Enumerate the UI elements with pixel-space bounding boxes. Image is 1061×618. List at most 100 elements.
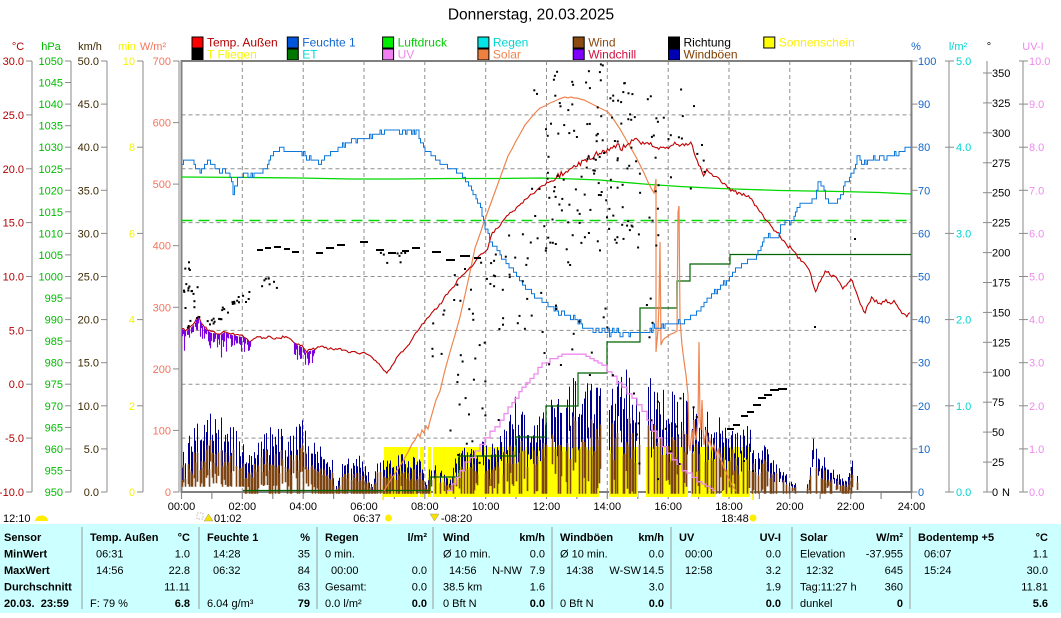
svg-text:3.0: 3.0 xyxy=(649,582,664,594)
svg-text:35: 35 xyxy=(298,549,310,561)
svg-text:00:00: 00:00 xyxy=(331,565,359,577)
svg-text:60: 60 xyxy=(918,228,930,240)
svg-text:25: 25 xyxy=(992,457,1004,469)
svg-text:1.1: 1.1 xyxy=(1033,549,1048,561)
svg-text:0.0: 0.0 xyxy=(649,549,664,561)
svg-text:Solar: Solar xyxy=(493,48,521,62)
svg-text:UV-I: UV-I xyxy=(760,532,781,544)
svg-text:Gesamt:: Gesamt: xyxy=(325,582,367,594)
svg-text:10.0: 10.0 xyxy=(78,401,99,413)
svg-text:0.0: 0.0 xyxy=(1029,487,1044,499)
svg-text:06:31: 06:31 xyxy=(96,549,124,561)
svg-text:1.9: 1.9 xyxy=(766,582,781,594)
svg-text:30.0: 30.0 xyxy=(3,56,24,68)
svg-text:MinWert: MinWert xyxy=(4,549,48,561)
svg-text:0: 0 xyxy=(165,487,171,499)
svg-text:38.5 km: 38.5 km xyxy=(443,582,482,594)
svg-text:50.0: 50.0 xyxy=(78,56,99,68)
svg-text:45.0: 45.0 xyxy=(78,99,99,111)
svg-text:1.6: 1.6 xyxy=(530,582,545,594)
svg-text:0.0: 0.0 xyxy=(649,598,664,610)
svg-text:5.6: 5.6 xyxy=(1033,598,1048,610)
svg-text:km/h: km/h xyxy=(519,532,545,544)
svg-text:950: 950 xyxy=(45,487,63,499)
svg-text:15.0: 15.0 xyxy=(3,218,24,230)
svg-text:8.0: 8.0 xyxy=(1029,142,1044,154)
svg-text:0: 0 xyxy=(992,487,998,499)
svg-text:1005: 1005 xyxy=(39,250,63,262)
svg-text:N: N xyxy=(1002,487,1010,499)
svg-text:995: 995 xyxy=(45,293,63,305)
svg-text:0 Bft N: 0 Bft N xyxy=(560,598,594,610)
svg-text:Richtung: Richtung xyxy=(684,36,731,50)
svg-text:975: 975 xyxy=(45,379,63,391)
svg-text:0 min.: 0 min. xyxy=(325,549,355,561)
svg-text:20.0: 20.0 xyxy=(3,164,24,176)
svg-text:360: 360 xyxy=(885,582,903,594)
svg-text:°: ° xyxy=(987,41,991,53)
svg-text:12:10: 12:10 xyxy=(3,513,31,525)
svg-text:6.8: 6.8 xyxy=(175,598,190,610)
svg-text:1035: 1035 xyxy=(39,121,63,133)
svg-text:-08:20: -08:20 xyxy=(441,513,472,525)
svg-text:T Fliegen: T Fliegen xyxy=(207,48,257,62)
svg-text:W/m²: W/m² xyxy=(876,532,903,544)
svg-text:20:00: 20:00 xyxy=(776,501,804,513)
svg-text:0.0: 0.0 xyxy=(9,379,24,391)
svg-text:hPa: hPa xyxy=(41,41,61,53)
svg-text:30: 30 xyxy=(918,358,930,370)
svg-text:00:00: 00:00 xyxy=(168,501,196,513)
svg-text:Sonnenschein: Sonnenschein xyxy=(779,36,855,50)
svg-text:955: 955 xyxy=(45,465,63,477)
svg-text:1020: 1020 xyxy=(39,185,63,197)
svg-text:350: 350 xyxy=(992,68,1010,80)
svg-text:Wind: Wind xyxy=(588,36,615,50)
svg-text:1045: 1045 xyxy=(39,78,63,90)
svg-text:14:56: 14:56 xyxy=(96,565,124,577)
svg-text:25.0: 25.0 xyxy=(3,110,24,122)
svg-text:Elevation: Elevation xyxy=(800,549,845,561)
svg-text:84: 84 xyxy=(298,565,310,577)
svg-text:11.81: 11.81 xyxy=(1021,582,1048,594)
svg-text:UV-I: UV-I xyxy=(1022,41,1043,53)
svg-text:5.0: 5.0 xyxy=(9,325,24,337)
svg-text:06:32: 06:32 xyxy=(213,565,241,577)
svg-text:4: 4 xyxy=(129,315,135,327)
svg-text:24:00: 24:00 xyxy=(898,501,926,513)
svg-text:0: 0 xyxy=(918,487,924,499)
svg-text:500: 500 xyxy=(153,179,171,191)
svg-text:Regen: Regen xyxy=(325,532,359,544)
svg-text:400: 400 xyxy=(153,241,171,253)
svg-text:125: 125 xyxy=(992,337,1010,349)
svg-text:12:00: 12:00 xyxy=(533,501,561,513)
svg-text:3.2: 3.2 xyxy=(766,565,781,577)
svg-text:20: 20 xyxy=(918,401,930,413)
svg-text:50: 50 xyxy=(992,427,1004,439)
svg-text:-10.0: -10.0 xyxy=(0,487,24,499)
svg-text:MaxWert: MaxWert xyxy=(4,565,50,577)
svg-text:14:38: 14:38 xyxy=(566,565,594,577)
svg-text:300: 300 xyxy=(992,128,1010,140)
svg-text:l/m²: l/m² xyxy=(949,41,968,53)
svg-text:1.0: 1.0 xyxy=(175,549,190,561)
svg-text:2.0: 2.0 xyxy=(956,315,971,327)
svg-text:200: 200 xyxy=(153,364,171,376)
svg-text:08:00: 08:00 xyxy=(411,501,439,513)
svg-text:40.0: 40.0 xyxy=(78,142,99,154)
svg-text:300: 300 xyxy=(153,302,171,314)
svg-text:990: 990 xyxy=(45,315,63,327)
svg-text:0.0: 0.0 xyxy=(766,549,781,561)
svg-text:6.04 g/m³: 6.04 g/m³ xyxy=(207,598,254,610)
svg-text:Temp. Außen: Temp. Außen xyxy=(90,532,159,544)
svg-text:11.11: 11.11 xyxy=(164,582,190,594)
svg-text:645: 645 xyxy=(885,565,903,577)
svg-text:10: 10 xyxy=(123,56,135,68)
svg-text:3.0: 3.0 xyxy=(956,228,971,240)
svg-text:100: 100 xyxy=(992,367,1010,379)
svg-text:Regen: Regen xyxy=(493,36,528,50)
svg-text:06:37: 06:37 xyxy=(353,513,381,525)
svg-text:4.0: 4.0 xyxy=(1029,315,1044,327)
svg-text:100: 100 xyxy=(153,425,171,437)
svg-text:8: 8 xyxy=(129,142,135,154)
svg-text:0.0: 0.0 xyxy=(412,598,427,610)
